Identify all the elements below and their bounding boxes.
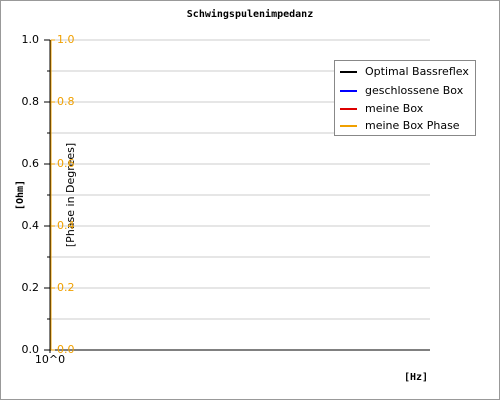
y2-tick-label: 0.0	[57, 343, 75, 356]
y-tick-label: 0.6	[22, 157, 40, 170]
legend-label: Optimal Bassreflex	[365, 65, 469, 78]
y2-tick-label: 1.0	[57, 33, 75, 46]
y-tick-label: 0.0	[22, 343, 40, 356]
y2-tick-label: 0.4	[57, 219, 75, 232]
y-tick-label: 0.8	[22, 95, 40, 108]
legend-box	[334, 60, 476, 136]
y-tick-label: 1.0	[22, 33, 40, 46]
chart-title: Schwingspulenimpedanz	[187, 8, 313, 20]
x-axis-label: [Hz]	[404, 372, 428, 383]
legend-label: meine Box	[365, 102, 424, 115]
y-tick-label: 0.4	[22, 219, 40, 232]
y2-tick-label: 0.6	[57, 157, 75, 170]
y-tick-label: 0.2	[22, 281, 40, 294]
y2-tick-label: 0.8	[57, 95, 75, 108]
legend-label: geschlossene Box	[365, 84, 464, 97]
y-axis-label: [Ohm]	[15, 180, 26, 210]
x-tick-label: 10^0	[35, 353, 65, 366]
y2-tick-label: 0.2	[57, 281, 75, 294]
legend-label: meine Box Phase	[365, 119, 460, 132]
